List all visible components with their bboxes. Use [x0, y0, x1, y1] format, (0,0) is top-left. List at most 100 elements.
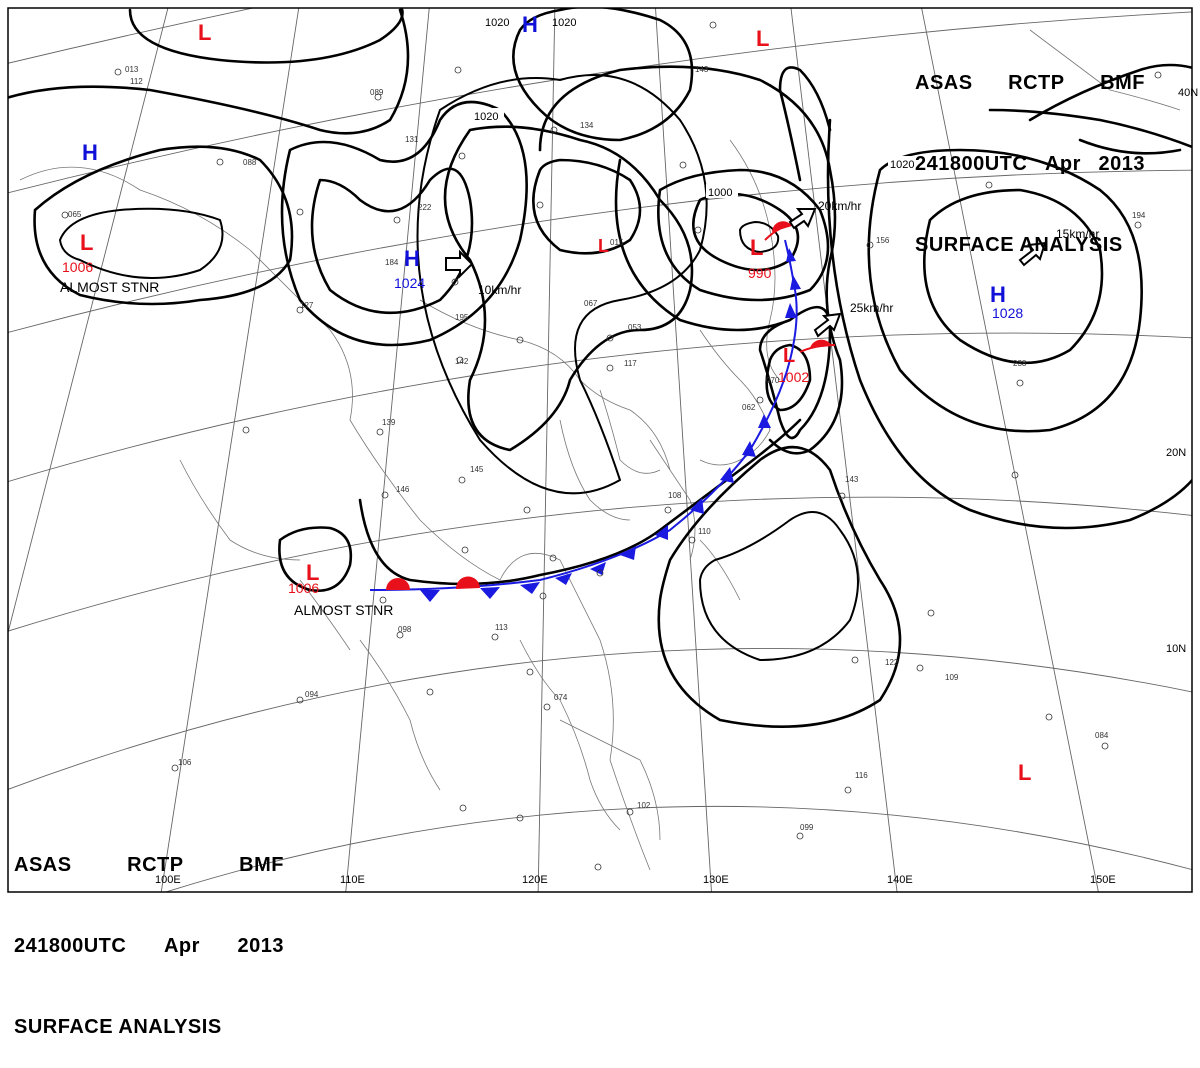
- datetime: 241800UTC: [14, 935, 127, 957]
- low-center-value: 1006: [288, 580, 319, 596]
- station-value: 222: [418, 203, 432, 212]
- low-center-symbol: L: [783, 345, 795, 367]
- header-line-3: SURFACE ANALYSIS: [14, 1014, 284, 1041]
- low-center-symbol: L: [306, 560, 319, 585]
- station-value: 238: [1013, 359, 1027, 368]
- station-value: 134: [580, 121, 594, 130]
- station-value: 110: [698, 527, 711, 536]
- station-value: 109: [945, 673, 959, 682]
- station-value: 194: [1132, 211, 1146, 220]
- agency-code: BMF: [1100, 72, 1145, 94]
- lon-label: 100E: [155, 874, 181, 886]
- station-plots: [61, 21, 1162, 871]
- station-value: 146: [396, 485, 410, 494]
- station-value: 116: [855, 771, 868, 780]
- low-center-note: ALMOST STNR: [60, 279, 159, 295]
- low-center-symbol: L: [750, 235, 763, 260]
- low-center-symbol: L: [598, 236, 609, 256]
- latitude-labels: 10N 20N 40N: [1166, 87, 1198, 655]
- motion-speed: 15km/hr: [1056, 227, 1099, 241]
- low-center-value: 1002: [778, 369, 809, 385]
- motion-labels: 10km/hr 20km/hr 25km/hr 15km/hr: [478, 199, 1099, 315]
- map-frame: [7, 7, 1193, 893]
- agency-code: BMF: [239, 854, 284, 876]
- year: 2013: [1098, 153, 1145, 175]
- station-value: 122: [885, 658, 899, 667]
- low-center-note: ALMOST STNR: [294, 602, 393, 618]
- station-value: 113: [495, 623, 508, 632]
- motion-speed: 25km/hr: [850, 301, 893, 315]
- station-value: 184: [385, 258, 399, 267]
- station-value: 013: [125, 65, 139, 74]
- isobar-labels: 1020 1020 1020 1000 1020: [472, 17, 920, 199]
- station-value: 065: [68, 210, 82, 219]
- high-center-symbol: H: [522, 12, 538, 37]
- motion-speed: 10km/hr: [478, 283, 521, 297]
- motion-arrows: [445, 208, 1047, 338]
- station-value: 099: [800, 823, 814, 832]
- station-value: 098: [398, 625, 412, 634]
- longitude-labels: 100E 110E 120E 130E 140E 150E: [155, 874, 1116, 886]
- station-value: 053: [628, 323, 642, 332]
- high-center-value: 1024: [394, 275, 425, 291]
- header-line-1: ASAS RCTP BMF: [14, 852, 284, 879]
- high-center-symbol: H: [990, 282, 1006, 307]
- low-center-value: 990: [748, 265, 772, 281]
- station-labels: 013 112 089 134 143 222 184 065 015 067 …: [68, 65, 1146, 832]
- latitude-grid: [8, 8, 1192, 892]
- low-center-symbol: L: [198, 20, 211, 45]
- station-value: 195: [455, 313, 469, 322]
- station-value: 089: [370, 88, 384, 97]
- station-value: 088: [243, 158, 257, 167]
- station-code: RCTP: [1008, 72, 1065, 94]
- product-name: SURFACE ANALYSIS: [915, 234, 1123, 256]
- isobar-label: 1020: [474, 111, 498, 123]
- station-value: 142: [455, 357, 469, 366]
- isobar-label: 1020: [890, 159, 914, 171]
- lon-label: 150E: [1090, 874, 1116, 886]
- lat-label: 10N: [1166, 643, 1186, 655]
- weather-map: 013 112 089 134 143 222 184 065 015 067 …: [7, 7, 1199, 893]
- header-bottom-left: ASAS RCTP BMF 241800UTC Apr 2013 SURFACE…: [14, 798, 284, 1068]
- cold-front: [369, 239, 801, 602]
- product-code: ASAS: [915, 72, 973, 94]
- station-code: RCTP: [127, 854, 184, 876]
- lat-label: 40N: [1178, 87, 1198, 99]
- station-value: 015: [610, 238, 624, 247]
- station-value: 108: [668, 491, 682, 500]
- month: Apr: [163, 935, 200, 957]
- low-center-symbol: L: [80, 230, 93, 255]
- pressure-centers: L L L 1006 ALMOST STNR L L 990 L 1002 L …: [60, 12, 1031, 785]
- isobar-label: 1020: [552, 17, 576, 29]
- header-line-1: ASAS RCTP BMF: [915, 70, 1145, 97]
- year: 2013: [237, 935, 284, 957]
- product-code: ASAS: [14, 854, 72, 876]
- month: Apr: [1044, 153, 1081, 175]
- lon-label: 140E: [887, 874, 913, 886]
- low-center-value: 1006: [62, 259, 93, 275]
- station-value: 127: [300, 301, 314, 310]
- lon-label: 130E: [703, 874, 729, 886]
- station-value: 145: [470, 465, 484, 474]
- isobars: [8, 8, 1192, 728]
- lat-label: 20N: [1166, 447, 1186, 459]
- station-value: 102: [637, 801, 651, 810]
- header-line-2: 241800UTC Apr 2013: [14, 933, 284, 960]
- product-name: SURFACE ANALYSIS: [14, 1016, 222, 1038]
- station-value: 067: [584, 299, 598, 308]
- station-value: 084: [1095, 731, 1109, 740]
- motion-speed: 20km/hr: [818, 199, 861, 213]
- station-value: 139: [382, 418, 396, 427]
- isobar-label: 1020: [485, 17, 509, 29]
- station-value: 156: [876, 236, 890, 245]
- lon-label: 110E: [340, 874, 365, 886]
- high-center-symbol: H: [404, 246, 420, 271]
- low-center-symbol: L: [1018, 760, 1031, 785]
- station-value: 106: [178, 758, 192, 767]
- station-value: 070: [766, 376, 780, 385]
- header-line-3: SURFACE ANALYSIS: [915, 232, 1145, 259]
- isobar-label: 1000: [708, 187, 732, 199]
- station-value: 143: [845, 475, 859, 484]
- lon-label: 120E: [522, 874, 548, 886]
- high-center-value: 1028: [992, 305, 1023, 321]
